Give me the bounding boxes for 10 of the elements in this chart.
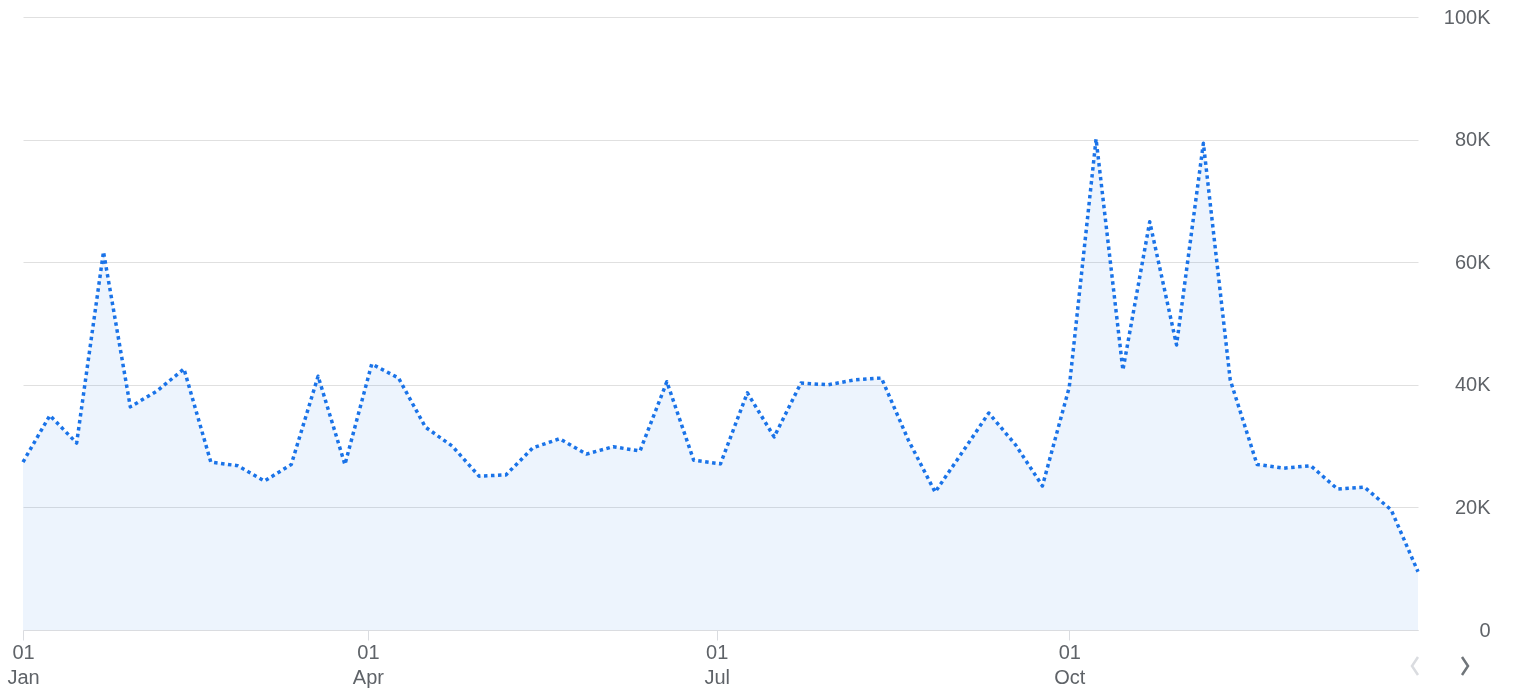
x-tick-label: 01 Jul: [704, 640, 730, 688]
y-tick-label: 100K: [1443, 5, 1492, 28]
x-tick-label: 01 Oct: [1054, 640, 1086, 688]
x-tick-label: 01 Apr: [352, 640, 385, 688]
x-tick-label: 01 Jan: [7, 640, 40, 688]
y-tick-label: 80K: [1454, 128, 1492, 151]
y-tick-label: 0: [1479, 618, 1491, 641]
y-tick-label: 40K: [1454, 373, 1492, 396]
y-tick-label: 60K: [1454, 250, 1492, 273]
y-tick-label: 20K: [1454, 495, 1492, 518]
